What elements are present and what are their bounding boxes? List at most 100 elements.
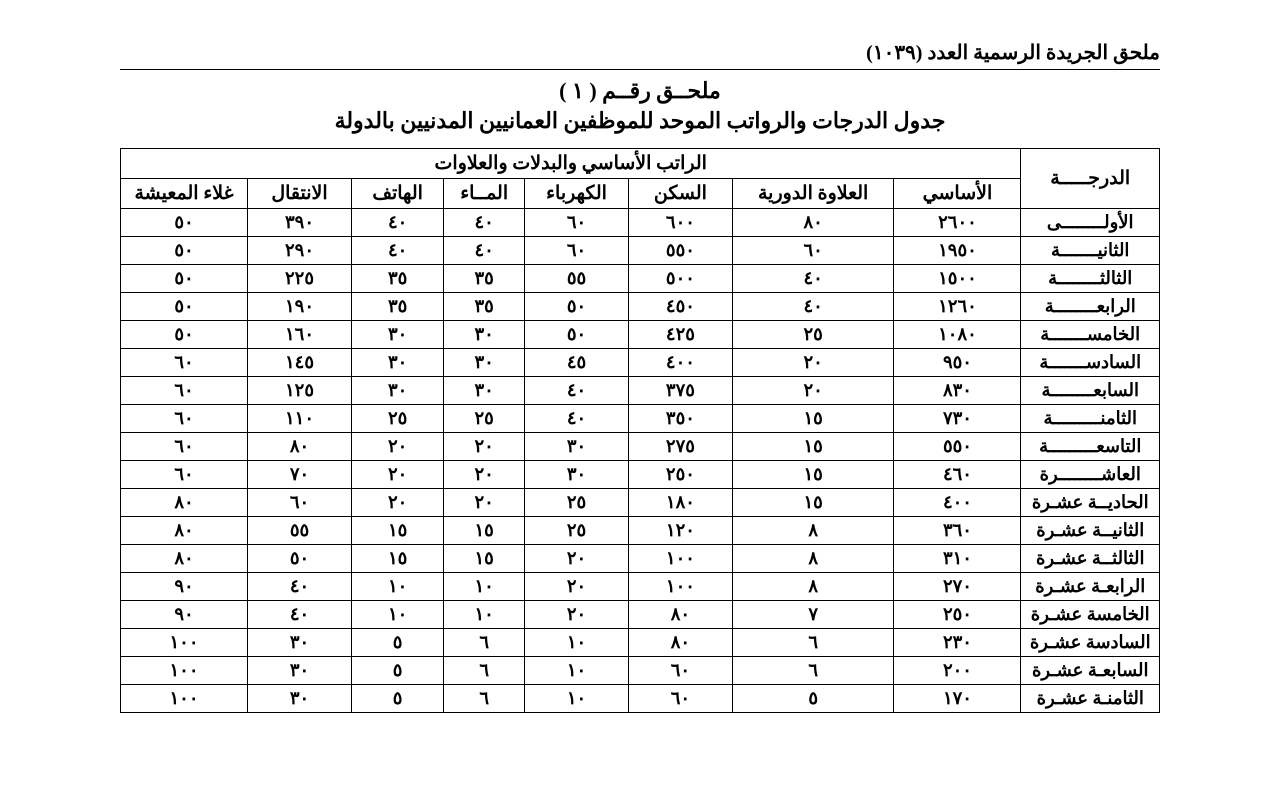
costofliving-cell: ٥٠ — [121, 209, 248, 237]
water-cell: ١٠ — [444, 601, 525, 629]
housing-cell: ٨٠ — [628, 601, 732, 629]
electricity-cell: ٥٠ — [525, 321, 629, 349]
phone-cell: ١٥ — [351, 517, 443, 545]
periodic-cell: ٨ — [732, 545, 894, 573]
water-cell: ٦ — [444, 629, 525, 657]
costofliving-cell: ٩٠ — [121, 601, 248, 629]
water-cell: ٣٠ — [444, 349, 525, 377]
costofliving-cell: ٦٠ — [121, 433, 248, 461]
transport-cell: ٤٠ — [248, 601, 352, 629]
transport-cell: ٨٠ — [248, 433, 352, 461]
col-header-periodic: العلاوة الدورية — [732, 179, 894, 209]
electricity-cell: ٥٥ — [525, 265, 629, 293]
grade-cell: الثانيــة عشـرة — [1021, 517, 1160, 545]
basic-cell: ١٩٥٠ — [894, 237, 1021, 265]
periodic-cell: ٢٠ — [732, 349, 894, 377]
housing-cell: ٣٥٠ — [628, 405, 732, 433]
housing-cell: ٥٠٠ — [628, 265, 732, 293]
basic-cell: ٢٣٠ — [894, 629, 1021, 657]
table-row: الرابعـة عشـرة٢٧٠٨١٠٠٢٠١٠١٠٤٠٩٠ — [121, 573, 1160, 601]
housing-cell: ٨٠ — [628, 629, 732, 657]
housing-cell: ٣٧٥ — [628, 377, 732, 405]
basic-cell: ٣٦٠ — [894, 517, 1021, 545]
costofliving-cell: ٥٠ — [121, 265, 248, 293]
phone-cell: ٣٠ — [351, 349, 443, 377]
col-header-transport: الانتقال — [248, 179, 352, 209]
electricity-cell: ٢٥ — [525, 489, 629, 517]
basic-cell: ٢٧٠ — [894, 573, 1021, 601]
basic-cell: ١٥٠٠ — [894, 265, 1021, 293]
table-row: العاشــــــــرة٤٦٠١٥٢٥٠٣٠٢٠٢٠٧٠٦٠ — [121, 461, 1160, 489]
table-row: السابعــــــــة٨٣٠٢٠٣٧٥٤٠٣٠٣٠١٢٥٦٠ — [121, 377, 1160, 405]
periodic-cell: ١٥ — [732, 433, 894, 461]
col-header-costofliving: غلاء المعيشة — [121, 179, 248, 209]
periodic-cell: ٤٠ — [732, 265, 894, 293]
costofliving-cell: ٦٠ — [121, 405, 248, 433]
table-row: الثامنـــــــــة٧٣٠١٥٣٥٠٤٠٢٥٢٥١١٠٦٠ — [121, 405, 1160, 433]
basic-cell: ٤٠٠ — [894, 489, 1021, 517]
housing-cell: ٥٥٠ — [628, 237, 732, 265]
transport-cell: ٢٢٥ — [248, 265, 352, 293]
periodic-cell: ٦ — [732, 657, 894, 685]
transport-cell: ١٢٥ — [248, 377, 352, 405]
periodic-cell: ١٥ — [732, 405, 894, 433]
grade-cell: العاشــــــــرة — [1021, 461, 1160, 489]
housing-cell: ٤٢٥ — [628, 321, 732, 349]
grade-cell: الثالثــــــــة — [1021, 265, 1160, 293]
grade-cell: الحاديــة عشـرة — [1021, 489, 1160, 517]
housing-cell: ٢٥٠ — [628, 461, 732, 489]
grade-cell: الثالثــة عشـرة — [1021, 545, 1160, 573]
phone-cell: ١٥ — [351, 545, 443, 573]
table-head: الدرجـــــة الراتب الأساسي والبدلات والع… — [121, 149, 1160, 209]
col-header-housing: السكن — [628, 179, 732, 209]
transport-cell: ١١٠ — [248, 405, 352, 433]
water-cell: ١٥ — [444, 545, 525, 573]
periodic-cell: ١٥ — [732, 489, 894, 517]
water-cell: ٢٠ — [444, 433, 525, 461]
phone-cell: ٥ — [351, 657, 443, 685]
page: ملحق الجريدة الرسمية العدد (١٠٣٩) ملحــق… — [0, 0, 1280, 796]
transport-cell: ١٤٥ — [248, 349, 352, 377]
phone-cell: ٥ — [351, 629, 443, 657]
col-header-grade: الدرجـــــة — [1021, 149, 1160, 209]
col-header-span: الراتب الأساسي والبدلات والعلاوات — [121, 149, 1021, 179]
grade-cell: السادســـــــة — [1021, 349, 1160, 377]
periodic-cell: ٤٠ — [732, 293, 894, 321]
electricity-cell: ٥٠ — [525, 293, 629, 321]
water-cell: ٣٠ — [444, 377, 525, 405]
title-block: ملحــق رقــم ( ١ ) جدول الدرجات والرواتب… — [120, 78, 1160, 134]
periodic-cell: ٢٥ — [732, 321, 894, 349]
basic-cell: ٨٣٠ — [894, 377, 1021, 405]
housing-cell: ٤٥٠ — [628, 293, 732, 321]
basic-cell: ٢٥٠ — [894, 601, 1021, 629]
transport-cell: ١٩٠ — [248, 293, 352, 321]
table-row: الثامنـة عشـرة١٧٠٥٦٠١٠٦٥٣٠١٠٠ — [121, 685, 1160, 713]
electricity-cell: ١٠ — [525, 629, 629, 657]
housing-cell: ١٨٠ — [628, 489, 732, 517]
phone-cell: ٢٥ — [351, 405, 443, 433]
basic-cell: ٩٥٠ — [894, 349, 1021, 377]
table-row: الثالثــــــــة١٥٠٠٤٠٥٠٠٥٥٣٥٣٥٢٢٥٥٠ — [121, 265, 1160, 293]
electricity-cell: ٤٥ — [525, 349, 629, 377]
table-row: التاسعـــــــــة٥٥٠١٥٢٧٥٣٠٢٠٢٠٨٠٦٠ — [121, 433, 1160, 461]
grade-cell: الثامنـة عشـرة — [1021, 685, 1160, 713]
transport-cell: ٢٩٠ — [248, 237, 352, 265]
grade-cell: السادسة عشـرة — [1021, 629, 1160, 657]
water-cell: ٦ — [444, 657, 525, 685]
phone-cell: ٣٠ — [351, 377, 443, 405]
electricity-cell: ٤٠ — [525, 405, 629, 433]
electricity-cell: ٦٠ — [525, 209, 629, 237]
costofliving-cell: ٦٠ — [121, 461, 248, 489]
housing-cell: ٤٠٠ — [628, 349, 732, 377]
periodic-cell: ٢٠ — [732, 377, 894, 405]
transport-cell: ٣٠ — [248, 657, 352, 685]
phone-cell: ٢٠ — [351, 433, 443, 461]
costofliving-cell: ١٠٠ — [121, 657, 248, 685]
housing-cell: ١٠٠ — [628, 545, 732, 573]
transport-cell: ٤٠ — [248, 573, 352, 601]
table-row: السادســـــــة٩٥٠٢٠٤٠٠٤٥٣٠٣٠١٤٥٦٠ — [121, 349, 1160, 377]
periodic-cell: ٦ — [732, 629, 894, 657]
costofliving-cell: ٩٠ — [121, 573, 248, 601]
table-row: الثانيـــــــة١٩٥٠٦٠٥٥٠٦٠٤٠٤٠٢٩٠٥٠ — [121, 237, 1160, 265]
basic-cell: ٧٣٠ — [894, 405, 1021, 433]
